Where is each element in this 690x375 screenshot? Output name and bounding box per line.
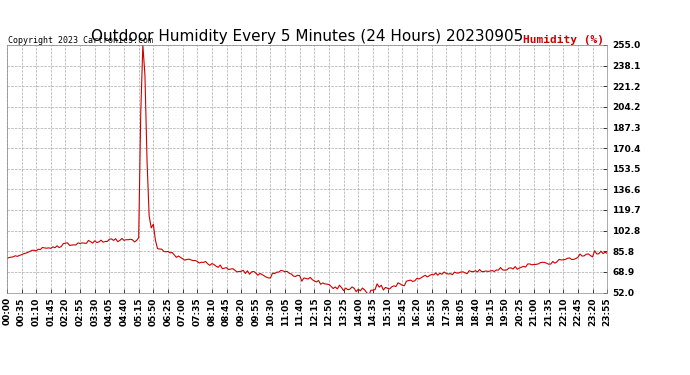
Text: Humidity (%): Humidity (%)	[523, 34, 604, 45]
Title: Outdoor Humidity Every 5 Minutes (24 Hours) 20230905: Outdoor Humidity Every 5 Minutes (24 Hou…	[91, 29, 523, 44]
Text: Copyright 2023 Cartronics.com: Copyright 2023 Cartronics.com	[8, 36, 152, 45]
